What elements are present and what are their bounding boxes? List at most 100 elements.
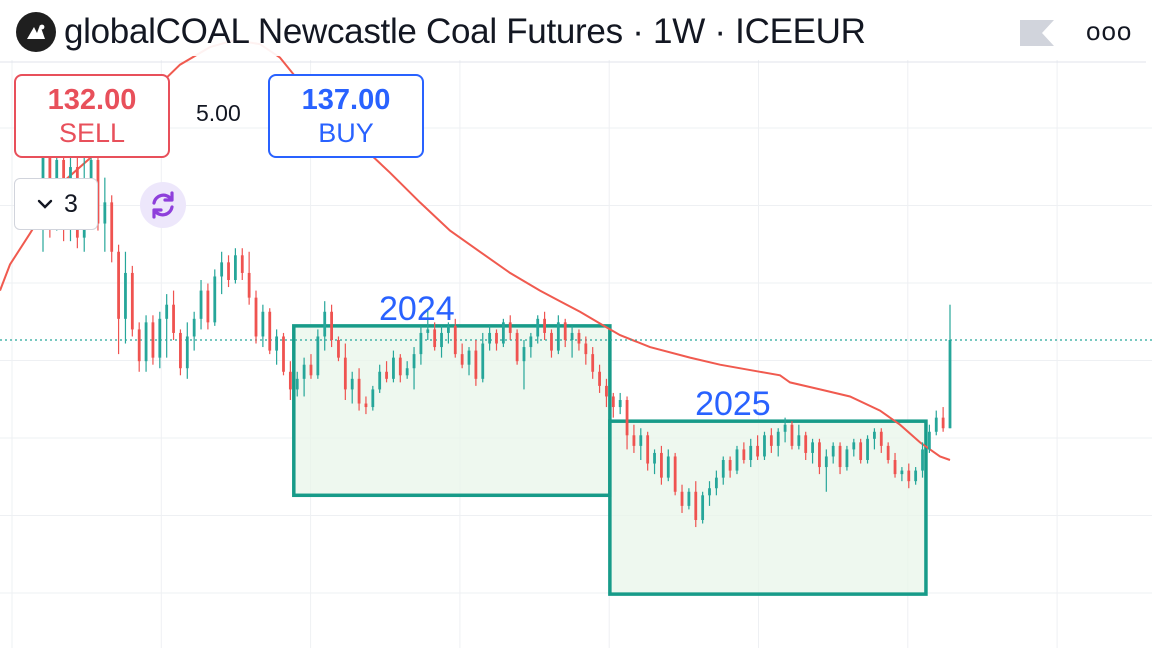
- candle: [392, 350, 395, 383]
- candle-body: [914, 470, 918, 482]
- candle: [151, 315, 155, 365]
- candle-body: [398, 357, 402, 376]
- sell-label: SELL: [58, 118, 126, 148]
- candle: [323, 301, 327, 351]
- spread-value: 5.00: [196, 100, 241, 126]
- candle-body: [185, 336, 189, 369]
- candle: [172, 290, 175, 340]
- candle-body: [144, 322, 148, 362]
- candle-body: [337, 340, 340, 358]
- candle-body: [666, 456, 670, 478]
- candle-body: [680, 491, 684, 506]
- candle-body: [536, 318, 540, 337]
- candle-body: [694, 491, 698, 520]
- symbol-header[interactable]: globalCOAL Newcastle Coal Futures · 1W ·…: [10, 8, 874, 56]
- candle: [453, 318, 457, 358]
- candle: [371, 385, 375, 411]
- candle: [247, 251, 251, 305]
- candle-body: [275, 336, 279, 351]
- candle-body: [893, 460, 897, 475]
- candle-body: [254, 297, 258, 337]
- symbol-name: globalCOAL Newcastle Coal Futures: [64, 12, 623, 51]
- candle: [433, 322, 437, 351]
- candle: [440, 325, 443, 358]
- candle-body: [467, 350, 471, 365]
- candle-body: [378, 371, 382, 390]
- candle: [618, 392, 622, 415]
- candle: [240, 248, 244, 280]
- candle: [611, 392, 615, 418]
- candle: [708, 481, 711, 506]
- buy-button[interactable]: 137.00 BUY: [268, 74, 424, 158]
- candle: [756, 435, 760, 460]
- market-status-icon[interactable]: [1020, 20, 1054, 46]
- candle: [295, 371, 299, 397]
- candle-body: [653, 452, 656, 464]
- title-separator: ·: [714, 12, 726, 51]
- candle-body: [227, 262, 230, 280]
- candle: [838, 442, 842, 475]
- candle-body: [302, 364, 306, 379]
- candle-body: [577, 332, 581, 344]
- more-dots-icon[interactable]: ooo: [1086, 16, 1133, 46]
- candle-body: [879, 431, 883, 446]
- candle: [687, 488, 691, 510]
- candle: [941, 407, 945, 432]
- range-boxes: [292, 324, 928, 596]
- candle: [776, 428, 780, 457]
- candle-body: [220, 262, 224, 277]
- candle-body: [103, 202, 107, 224]
- candle: [873, 428, 876, 450]
- candle: [701, 491, 705, 524]
- candle: [213, 269, 217, 326]
- candle-body: [797, 435, 801, 446]
- candle-body: [433, 329, 437, 348]
- candle-body: [350, 378, 354, 390]
- candle: [591, 347, 595, 379]
- candle-body: [515, 332, 519, 362]
- candle-body: [646, 435, 650, 464]
- sell-button[interactable]: 132.00 SELL: [14, 74, 170, 158]
- candle: [220, 251, 224, 295]
- candle-body: [529, 336, 533, 348]
- buy-label: BUY: [318, 118, 374, 148]
- candle: [811, 438, 814, 464]
- candle-body: [591, 354, 595, 372]
- candle: [639, 428, 643, 460]
- candle-body: [556, 322, 560, 351]
- candle: [192, 311, 196, 351]
- candle: [660, 445, 663, 485]
- candle: [625, 396, 629, 450]
- candle-body: [385, 371, 388, 379]
- quantity-dropdown[interactable]: 3: [14, 178, 98, 230]
- candle: [495, 329, 498, 351]
- candle: [261, 304, 265, 348]
- candle-body: [364, 403, 368, 408]
- candle: [735, 445, 739, 475]
- candle: [288, 361, 292, 400]
- candle-body: [124, 272, 127, 319]
- refresh-button[interactable]: [140, 182, 186, 228]
- candle: [529, 332, 533, 358]
- candle: [666, 449, 670, 482]
- range-box: [608, 419, 928, 596]
- candle-body: [165, 304, 169, 319]
- globalcoal-logo-icon[interactable]: [16, 12, 56, 52]
- symbol-title[interactable]: globalCOAL Newcastle Coal Futures · 1W ·…: [64, 12, 866, 52]
- candle-body: [804, 435, 808, 453]
- candle-body: [192, 318, 196, 337]
- candle: [522, 340, 526, 390]
- candle-body: [213, 276, 217, 323]
- candle-body: [934, 417, 938, 432]
- candle-body: [357, 378, 361, 404]
- candle-body: [309, 364, 313, 376]
- candle-body: [900, 470, 904, 475]
- candle-body: [728, 460, 732, 471]
- candle: [199, 280, 203, 330]
- sell-price: 132.00: [47, 84, 137, 116]
- candle-body: [618, 400, 622, 408]
- candle-body: [941, 417, 945, 429]
- candle: [584, 336, 588, 365]
- candle: [501, 318, 505, 348]
